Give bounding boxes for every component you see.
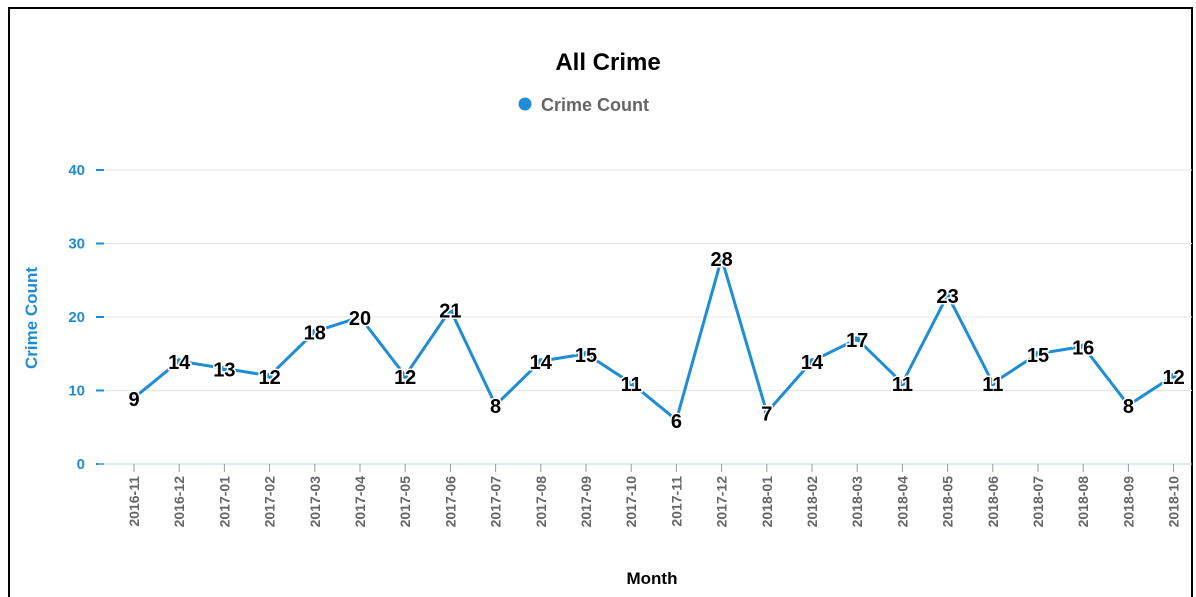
data-point (311, 328, 318, 335)
x-tick-label: 2018-06 (985, 476, 1001, 528)
x-tick-label: 2018-04 (894, 476, 910, 528)
data-point (447, 306, 454, 313)
data-labels: 9 14 13 12 18 20 12 21 8 14 15 11 6 28 7 14 17 11 23 11 15 16… (127, 248, 1186, 435)
y-axis-title: Crime Count (22, 267, 41, 369)
x-tick-label: 2017-12 (714, 476, 730, 528)
series-line (133, 256, 1175, 422)
data-label: 12 (258, 367, 280, 389)
grid-lines (98, 169, 1192, 391)
data-point (899, 380, 906, 387)
x-tick-label: 2016-11 (126, 476, 142, 527)
data-point (763, 409, 770, 416)
data-label: 21 (439, 301, 461, 323)
data-point (357, 314, 363, 320)
y-tick-label: 20 (68, 309, 85, 326)
x-axis: 2016-11 2016-12 2017-01 2017-02 2017-03 2017-… (98, 463, 1192, 528)
y-tick-label: 0 (77, 456, 85, 473)
data-label: 11 (982, 374, 1003, 396)
data-point (1080, 343, 1087, 350)
legend[interactable]: Crime Count (518, 95, 650, 115)
data-label: 8 (1123, 396, 1134, 418)
x-tick-label: 2018-01 (759, 476, 775, 528)
data-point (809, 358, 815, 365)
data-point (673, 416, 680, 423)
data-point (854, 336, 861, 343)
data-label: 28 (710, 249, 732, 271)
data-point (628, 380, 635, 387)
data-label: 12 (394, 367, 416, 389)
data-label: 13 (213, 359, 235, 381)
data-label: 11 (621, 374, 642, 396)
x-tick-label: 2017-04 (352, 476, 368, 528)
data-label: 14 (530, 352, 553, 374)
data-point (221, 365, 228, 372)
data-label: 16 (1072, 337, 1094, 359)
data-point (944, 291, 951, 298)
x-tick-label: 2017-07 (488, 476, 504, 528)
data-point (989, 380, 996, 387)
chart-title: All Crime (555, 49, 660, 76)
data-label: 11 (892, 374, 913, 396)
y-tick-label: 40 (68, 162, 85, 179)
data-point (583, 350, 589, 357)
data-point (718, 255, 725, 262)
y-axis: 0 10 20 30 40 (68, 162, 104, 473)
legend-label[interactable]: Crime Count (541, 95, 649, 115)
x-tick-label: 2017-05 (397, 476, 413, 528)
data-label: 6 (671, 411, 682, 433)
x-tick-label: 2018-03 (849, 476, 865, 528)
data-point (1170, 372, 1177, 379)
x-tick-label: 2017-10 (623, 476, 639, 528)
data-label: 9 (128, 389, 139, 411)
data-point (537, 358, 544, 365)
data-label: 12 (1162, 367, 1184, 389)
data-label: 8 (490, 396, 501, 418)
data-label: 23 (936, 286, 958, 308)
x-tick-label: 2018-02 (804, 476, 820, 528)
y-tick-label: 30 (68, 236, 85, 253)
data-point (402, 372, 409, 379)
x-tick-label: 2018-07 (1030, 476, 1046, 528)
data-point (1125, 402, 1132, 409)
x-tick-label: 2017-08 (533, 476, 549, 528)
data-label: 14 (168, 352, 191, 374)
data-point (176, 358, 183, 365)
x-tick-label: 2018-09 (1120, 476, 1136, 528)
x-tick-label: 2017-09 (578, 476, 594, 528)
data-point (1035, 350, 1041, 357)
x-tick-label: 2018-08 (1075, 476, 1091, 528)
x-tick-label: 2018-10 (1166, 476, 1182, 528)
data-label: 18 (304, 323, 326, 345)
y-tick-label: 10 (68, 383, 85, 400)
data-point (492, 402, 499, 409)
x-tick-label: 2016-12 (171, 476, 187, 528)
x-tick-label: 2017-03 (307, 476, 323, 528)
x-axis-title: Month (627, 569, 678, 588)
data-point (131, 394, 137, 401)
chart-frame (8, 7, 1193, 597)
legend-marker (518, 97, 532, 111)
x-tick-label: 2017-06 (442, 476, 458, 528)
x-tick-label: 2017-11 (668, 476, 684, 527)
series-crime-count (131, 255, 1177, 423)
data-label: 15 (1027, 345, 1049, 367)
data-label: 20 (349, 308, 371, 330)
data-label: 14 (801, 352, 824, 374)
x-tick-label: 2017-02 (262, 476, 278, 528)
data-label: 17 (846, 330, 868, 352)
data-point (266, 372, 273, 379)
data-label: 7 (761, 404, 772, 426)
x-tick-label: 2018-05 (940, 476, 956, 528)
data-label: 15 (575, 345, 597, 367)
x-tick-label: 2017-01 (216, 476, 232, 528)
